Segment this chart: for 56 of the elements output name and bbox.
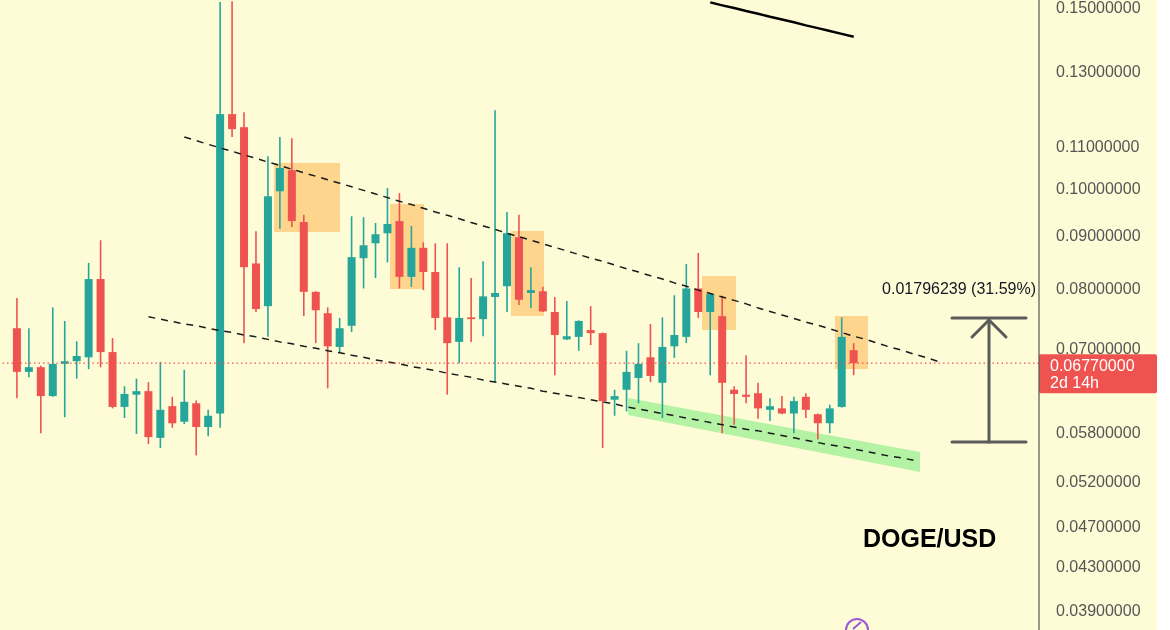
y-tick-label: 0.04700000 <box>1056 518 1141 536</box>
y-tick-label: 0.10000000 <box>1056 180 1141 198</box>
y-tick-label: 0.08000000 <box>1056 280 1141 298</box>
annotation: 0.01796239 (31.59%) <box>881 279 1036 299</box>
candlestick <box>825 403 834 434</box>
candlestick <box>335 317 344 353</box>
candlestick <box>574 319 583 352</box>
candlestick <box>622 350 631 413</box>
candlestick <box>180 369 189 425</box>
candlestick <box>479 260 488 338</box>
candlestick <box>72 340 81 380</box>
candlestick <box>526 266 535 309</box>
candlestick <box>192 399 201 457</box>
line-series <box>147 316 915 462</box>
candlestick <box>383 187 392 264</box>
candlestick <box>765 397 774 422</box>
y-tick-label: 0.13000000 <box>1056 62 1141 80</box>
y-tick-label: 0.09000000 <box>1056 227 1141 245</box>
candlestick <box>586 305 595 346</box>
candlestick <box>706 292 715 377</box>
candlestick <box>60 320 69 419</box>
candlestick <box>562 300 571 341</box>
text: DOGE/USD <box>863 523 997 553</box>
y-tick-label: 0.05200000 <box>1056 472 1141 490</box>
candlestick <box>359 216 368 290</box>
candlestick <box>538 285 547 313</box>
candlestick <box>168 396 177 429</box>
text: 2d 14h <box>1050 374 1099 392</box>
candlestick <box>789 396 798 434</box>
ref-line-label: 0.06770000 <box>1050 357 1135 375</box>
candlestick <box>610 388 619 417</box>
candlestick <box>634 342 643 405</box>
candlestick <box>228 0 237 138</box>
y-tick-label: 0.15000000 <box>1056 0 1141 16</box>
candlestick <box>132 377 141 435</box>
candlestick <box>467 277 476 343</box>
y-tick-label: 0.11000000 <box>1056 137 1140 155</box>
candlestick <box>670 294 679 359</box>
y-tick-label: 0.04300000 <box>1056 558 1141 576</box>
candlestick <box>120 385 129 419</box>
candlestick <box>455 266 464 364</box>
candlestick <box>730 385 739 426</box>
candlestick <box>813 412 822 441</box>
y-tick-label: 0.07000000 <box>1056 339 1141 357</box>
candlestick <box>204 409 213 438</box>
y-tick-label: 0.05800000 <box>1056 424 1141 442</box>
line-series <box>709 1 855 38</box>
candlestick <box>801 392 810 419</box>
y-tick-label: 0.03900000 <box>1056 601 1141 619</box>
candlestick <box>24 327 33 379</box>
candlestick <box>311 290 320 344</box>
candlestick <box>275 136 284 230</box>
candlestick <box>754 381 763 420</box>
candlestick <box>491 109 500 383</box>
candlestick <box>371 222 380 279</box>
candlestick <box>694 252 703 319</box>
